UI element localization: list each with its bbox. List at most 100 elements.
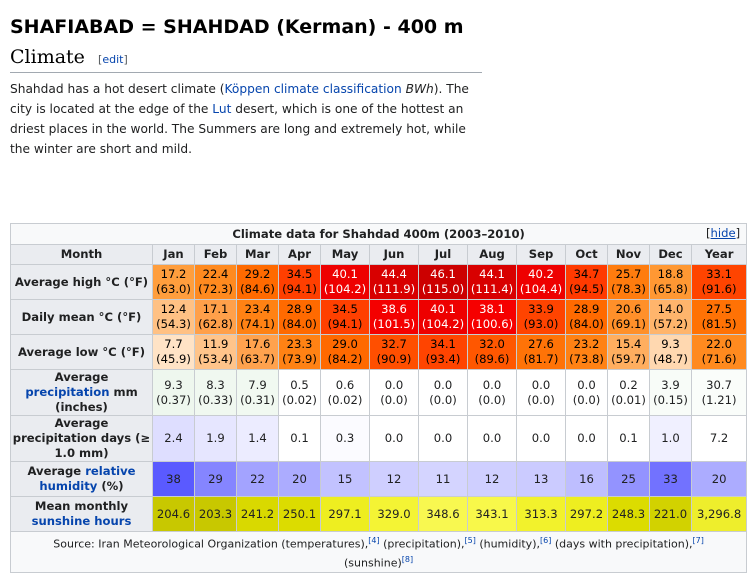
cell-sun-aug: 343.1 — [467, 496, 517, 532]
value-f: (89.6) — [474, 352, 510, 366]
cell-precip-aug: 0.0 (0.0) — [467, 369, 517, 416]
value-f: (54.3) — [156, 317, 191, 331]
month-oct: Oct — [565, 244, 608, 265]
ref-link[interactable]: [5] — [464, 536, 476, 546]
row-average-high: Average high °C (°F) 17.2 (63.0) 22.4 (72.3… — [10, 264, 748, 300]
row-label: Average relative humidity (%) — [10, 461, 153, 497]
label-part: Average — [54, 370, 109, 384]
value-c: 0.0 — [577, 377, 596, 392]
ref-link[interactable]: [6] — [539, 536, 552, 546]
row-label: Daily mean °C (°F) — [10, 299, 153, 335]
row-precip-days: Average precipitation days (≥ 1.0 mm) 2.… — [10, 415, 748, 462]
value-f: (84.0) — [569, 317, 604, 331]
value-f: (104.2) — [323, 282, 367, 296]
value-c: 38.1 — [479, 302, 505, 316]
cell-sun-may: 297.1 — [320, 496, 370, 532]
value-c: 9.3 — [164, 377, 183, 392]
value-f: (101.5) — [372, 317, 416, 331]
cell-low-oct: 23.2 (73.8) — [565, 334, 608, 370]
precipitation-link[interactable]: precipitation — [25, 385, 110, 399]
cell-high-jun: 44.4 (111.9) — [369, 264, 419, 300]
cell-high-jan: 17.2 (63.0) — [152, 264, 195, 300]
ref-link[interactable]: [7] — [692, 536, 704, 546]
hide-link[interactable]: hide — [710, 226, 736, 240]
value-c: 32.0 — [479, 337, 505, 351]
para-text: desert, which is one of the hottest an d… — [10, 102, 466, 156]
cell-humid-apr: 20 — [278, 461, 321, 497]
source-text: (sunshine) — [344, 556, 402, 570]
cell-sun-oct: 297.2 — [565, 496, 608, 532]
value-f: (0.31) — [240, 392, 275, 407]
cell-high-jul: 46.1 (115.0) — [418, 264, 468, 300]
month-nov: Nov — [607, 244, 650, 265]
cell-sun-jun: 329.0 — [369, 496, 419, 532]
value-f: (93.0) — [523, 317, 559, 331]
cell-humid-year: 20 — [690, 461, 748, 497]
cell-pdays-oct: 0.0 — [565, 415, 608, 462]
cell-precip-sep: 0.0 (0.0) — [516, 369, 566, 416]
value-f: (57.2) — [653, 317, 688, 331]
value-c: 40.1 — [332, 267, 358, 281]
climate-table-wrapper: Climate data for Shahdad 400m (2003–2010… — [9, 223, 748, 573]
value-f: (63.7) — [240, 352, 275, 366]
value-f: (0.01) — [611, 392, 646, 407]
cell-pdays-may: 0.3 — [320, 415, 370, 462]
value-f: (111.4) — [470, 282, 514, 296]
value-c: 29.2 — [244, 267, 271, 281]
lut-link[interactable]: Lut — [212, 102, 232, 116]
value-c: 40.1 — [430, 302, 456, 316]
value-f: (115.0) — [421, 282, 465, 296]
humidity-link[interactable]: relative humidity — [39, 464, 136, 493]
sunshine-link[interactable]: sunshine hours — [31, 514, 132, 528]
cell-pdays-aug: 0.0 — [467, 415, 517, 462]
value-f: (0.0) — [478, 392, 506, 407]
cell-mean-feb: 17.1 (62.8) — [194, 299, 237, 335]
value-c: 32.7 — [381, 337, 407, 351]
value-f: (65.8) — [653, 282, 688, 296]
value-f: (81.7) — [523, 352, 559, 366]
value-f: (94.5) — [569, 282, 604, 296]
cell-precip-jan: 9.3 (0.37) — [152, 369, 195, 416]
value-f: (0.0) — [429, 392, 457, 407]
value-c: 0.2 — [619, 377, 638, 392]
value-f: (73.9) — [282, 352, 317, 366]
month-feb: Feb — [194, 244, 237, 265]
climate-table: Climate data for Shahdad 400m (2003–2010… — [9, 223, 748, 573]
value-f: (111.9) — [372, 282, 416, 296]
value-c: 28.9 — [286, 302, 313, 316]
cell-low-nov: 15.4 (59.7) — [607, 334, 650, 370]
ref-link[interactable]: [4] — [368, 536, 380, 546]
cell-high-oct: 34.7 (94.5) — [565, 264, 608, 300]
cell-low-aug: 32.0 (89.6) — [467, 334, 517, 370]
month-label: Month — [10, 244, 153, 265]
cell-humid-mar: 22 — [236, 461, 279, 497]
cell-precip-apr: 0.5 (0.02) — [278, 369, 321, 416]
month-header-row: Month Jan Feb Mar Apr May Jun Jul Aug Sep Oct Nov D… — [10, 244, 748, 265]
value-f: (45.9) — [156, 352, 191, 366]
value-c: 17.6 — [244, 337, 271, 351]
value-c: 34.5 — [332, 302, 358, 316]
label-part: (%) — [97, 479, 124, 493]
ref-link[interactable]: [8] — [401, 555, 414, 564]
cell-mean-jan: 12.4 (54.3) — [152, 299, 195, 335]
row-average-low: Average low °C (°F) 7.7 (45.9) 11.9 (53.4) 1… — [10, 334, 748, 370]
value-f: (72.3) — [198, 282, 233, 296]
cell-precip-jul: 0.0 (0.0) — [418, 369, 468, 416]
edit-link[interactable]: edit — [102, 53, 124, 66]
cell-low-jul: 34.1 (93.4) — [418, 334, 468, 370]
koppen-link[interactable]: Köppen climate classification — [224, 82, 402, 96]
value-f: (84.0) — [282, 317, 317, 331]
cell-pdays-sep: 0.0 — [516, 415, 566, 462]
row-precipitation: Average precipitation mm (inches) 9.3 (0.… — [10, 369, 748, 416]
value-f: (0.02) — [282, 392, 317, 407]
cell-mean-may: 34.5 (94.1) — [320, 299, 370, 335]
cell-low-apr: 23.3 (73.9) — [278, 334, 321, 370]
value-c: 23.2 — [573, 337, 600, 351]
cell-low-jun: 32.7 (90.9) — [369, 334, 419, 370]
cell-humid-nov: 25 — [607, 461, 650, 497]
cell-pdays-feb: 1.9 — [194, 415, 237, 462]
bwh-code: BWh — [405, 82, 434, 96]
value-c: 27.6 — [528, 337, 554, 351]
cell-mean-oct: 28.9 (84.0) — [565, 299, 608, 335]
cell-high-sep: 40.2 (104.4) — [516, 264, 566, 300]
